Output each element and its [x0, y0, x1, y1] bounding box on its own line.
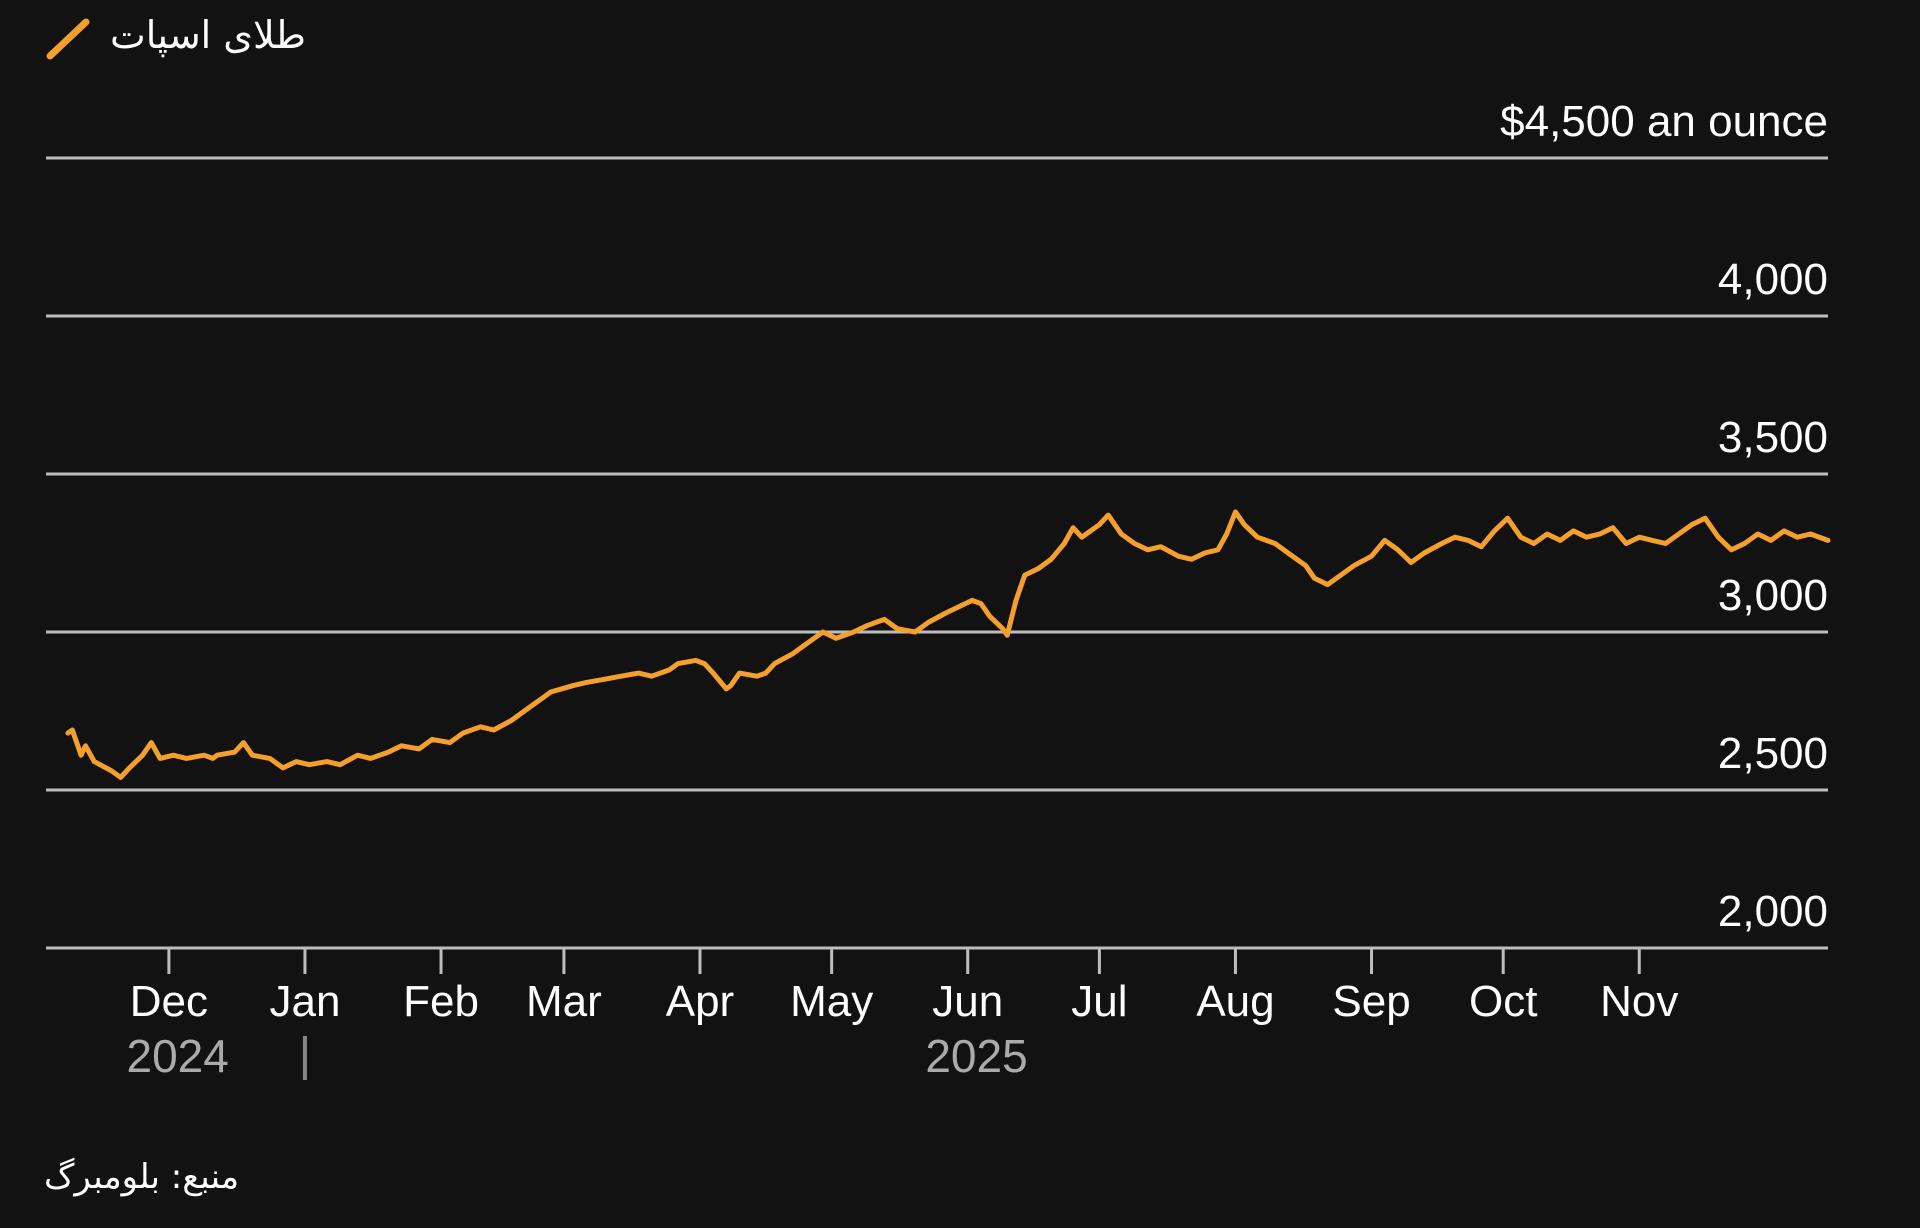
- x-tick-label: Apr: [666, 977, 734, 1026]
- y-tick-label: 4,000: [1718, 255, 1828, 304]
- legend-label: طلای اسپات: [110, 13, 306, 57]
- x-tick-label: May: [790, 977, 873, 1026]
- year-label: 2024: [127, 1030, 229, 1082]
- x-tick-label: Sep: [1332, 977, 1410, 1026]
- legend: طلای اسپات: [46, 13, 306, 60]
- gold-price-line: [65, 509, 1831, 780]
- y-tick-label: 3,500: [1718, 413, 1828, 462]
- y-tick-label: 2,500: [1718, 729, 1828, 778]
- source-note: منبع: بلومبرگ: [44, 1157, 239, 1197]
- y-tick-label: 2,000: [1718, 887, 1828, 936]
- x-tick-label: Mar: [526, 977, 602, 1026]
- x-axis: Dec Jan Feb Mar Apr May Jun Jul Aug Sep Oct Nov 2024…: [127, 948, 1678, 1082]
- year-label: 2025: [925, 1030, 1027, 1082]
- x-tick-label: Jul: [1071, 977, 1127, 1026]
- x-tick-label: Nov: [1600, 977, 1678, 1026]
- x-tick-label: Dec: [130, 977, 208, 1026]
- x-tick-label: Feb: [403, 977, 479, 1026]
- grid-lines: [46, 156, 1828, 950]
- x-tick-label: Jun: [932, 977, 1003, 1026]
- x-tick-label: Oct: [1469, 977, 1537, 1026]
- y-tick-label: 3,000: [1718, 571, 1828, 620]
- x-tick-label: Jan: [269, 977, 340, 1026]
- y-axis-labels: $4,500 an ounce 4,000 3,500 3,000 2,500 2,000: [1500, 97, 1828, 936]
- x-tick-label: Aug: [1196, 977, 1274, 1026]
- line-swatch-icon: [46, 18, 90, 60]
- series-layer: [65, 509, 1831, 780]
- y-tick-label: $4,500 an ounce: [1500, 97, 1828, 146]
